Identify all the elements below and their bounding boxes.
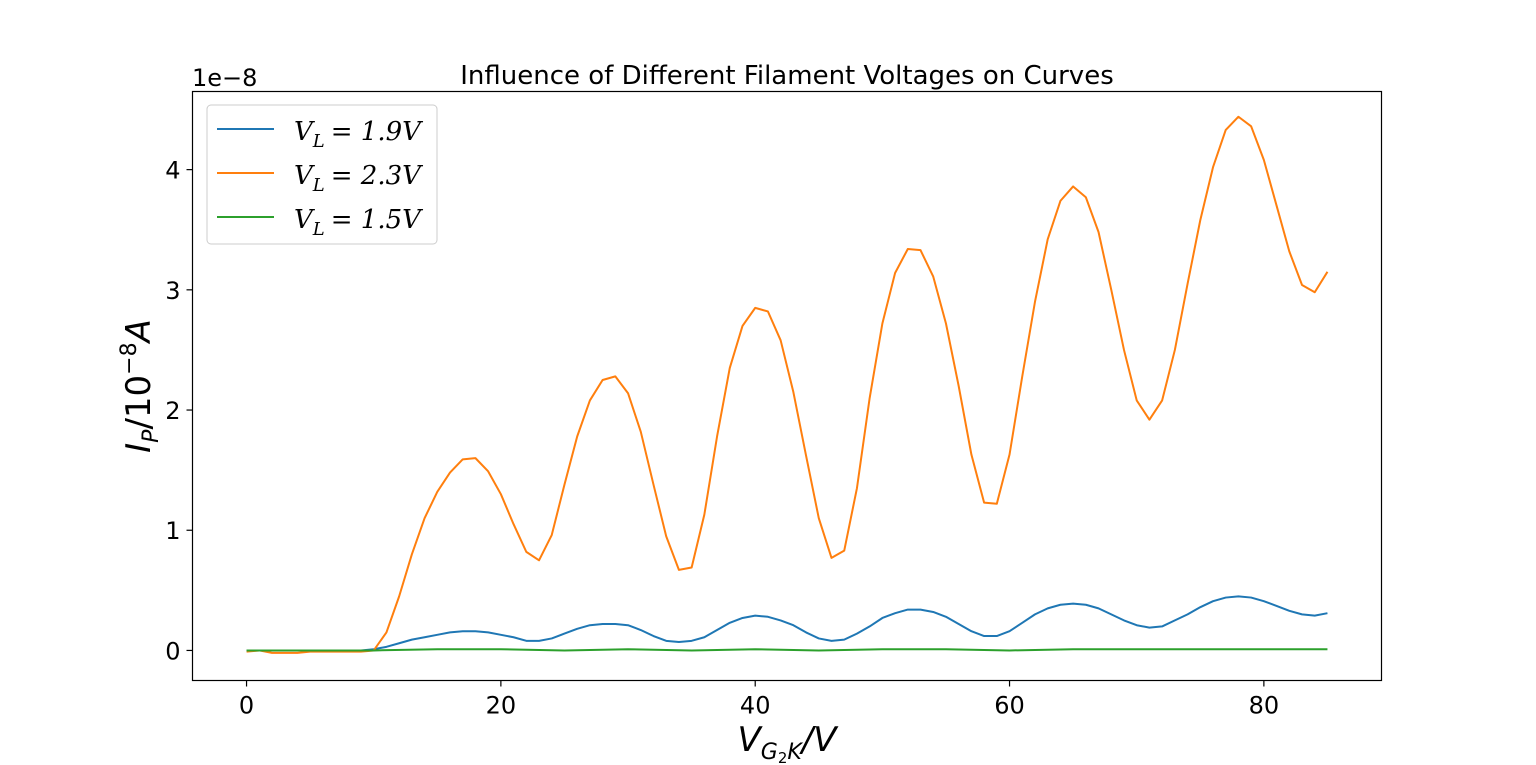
- legend: VL = 1.9V VL = 2.3V VL = 1.5V: [206, 104, 438, 245]
- y-tick-label: 0: [165, 637, 180, 665]
- axes-frame: [191, 90, 1383, 682]
- chart-title: Influence of Different Filament Voltages…: [460, 61, 1114, 91]
- legend-label-3-sub: L: [312, 219, 325, 240]
- legend-entry-2: VL = 2.3V: [217, 161, 423, 196]
- legend-label-1-base: V: [294, 117, 315, 147]
- y-label-sup: −8: [117, 342, 142, 374]
- legend-label-1: VL = 1.9V: [294, 117, 423, 152]
- x-tick-label: 20: [486, 692, 517, 720]
- legend-label-3-base: V: [294, 205, 315, 235]
- x-label-sub2: K: [787, 740, 803, 765]
- series-line-2: [246, 115, 1329, 654]
- y-tick-label: 1: [165, 517, 180, 545]
- y-tick-label: 2: [165, 397, 180, 425]
- legend-entry-3: VL = 1.5V: [217, 205, 423, 240]
- y-label-sub: P: [139, 429, 164, 443]
- x-label-tail: /V: [799, 720, 839, 760]
- legend-label-3-rest: = 1.5V: [331, 205, 423, 235]
- legend-label-3: VL = 1.5V: [294, 205, 423, 240]
- y-tick-label: 4: [165, 157, 180, 185]
- x-tick-label: 60: [994, 692, 1025, 720]
- legend-label-1-rest: = 1.9V: [331, 117, 423, 147]
- x-tick-label: 40: [740, 692, 771, 720]
- series-line-3: [246, 648, 1328, 652]
- x-tick-label: 0: [239, 692, 254, 720]
- x-label-subsub: 2: [778, 749, 788, 765]
- legend-label-2-base: V: [294, 161, 315, 191]
- legend-label-1-sub: L: [312, 131, 325, 152]
- y-axis-offset-text: 1e−8: [192, 64, 257, 92]
- y-label-base: I: [119, 443, 159, 453]
- legend-label-2-rest: = 2.3V: [331, 161, 423, 191]
- x-axis: 0 20 40 60 80: [239, 680, 1280, 720]
- series-line-1: [246, 595, 1328, 652]
- y-axis: 0 1 2 3 4: [165, 157, 193, 665]
- x-axis-label: VG2K/V: [737, 720, 839, 765]
- legend-frame: [206, 104, 438, 245]
- legend-label-2: VL = 2.3V: [294, 161, 423, 196]
- plot-area: [246, 115, 1329, 654]
- x-label-sub: G: [761, 740, 778, 765]
- legend-label-2-sub: L: [312, 175, 325, 196]
- x-label-base: V: [737, 720, 763, 760]
- y-axis-label: IP/10−8A: [117, 319, 164, 453]
- y-label-tail: /10: [119, 375, 159, 430]
- y-label-unit: A: [119, 319, 159, 344]
- x-tick-label: 80: [1249, 692, 1280, 720]
- y-tick-label: 3: [165, 277, 180, 305]
- legend-entry-1: VL = 1.9V: [217, 117, 423, 152]
